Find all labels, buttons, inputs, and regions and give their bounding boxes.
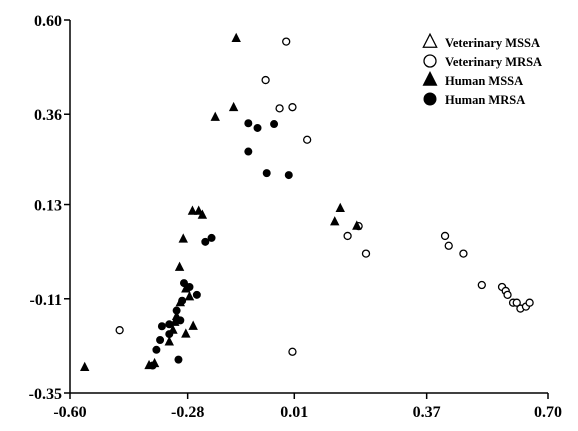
x-tick-label: -0.60 — [53, 404, 86, 421]
point-human-mssa — [178, 233, 188, 243]
point-veterinary-mrsa — [503, 290, 512, 299]
point-veterinary-mrsa — [477, 280, 486, 290]
legend: Veterinary MSSA Veterinary MRSA Human MSSA… — [422, 32, 542, 107]
point-veterinary-mrsa — [261, 75, 270, 85]
point-veterinary-mrsa — [275, 104, 284, 113]
x-tick-label: 0.01 — [280, 404, 308, 421]
point-veterinary-mrsa — [459, 249, 468, 258]
point-human-mssa — [352, 220, 362, 230]
point-veterinary-mrsa — [361, 249, 371, 258]
point-human-mssa — [231, 32, 241, 43]
legend-marker-veterinary-mrsa — [423, 54, 437, 68]
point-veterinary-mrsa — [512, 298, 521, 307]
point-human-mrsa — [244, 119, 253, 128]
y-tick-label: -0.35 — [29, 386, 62, 403]
legend-marker-human-mrsa — [423, 92, 437, 106]
y-tick-label: -0.11 — [30, 292, 62, 309]
point-human-mrsa — [192, 290, 201, 299]
y-tick-label: 0.13 — [34, 198, 62, 215]
y-tick-label: 0.36 — [34, 107, 62, 124]
point-human-mssa — [210, 111, 220, 121]
point-human-mrsa — [152, 345, 161, 354]
point-human-mssa — [187, 205, 198, 215]
point-veterinary-mrsa — [303, 135, 312, 144]
point-human-mrsa — [284, 171, 293, 180]
point-human-mrsa — [244, 147, 253, 156]
legend-label-veterinary-mrsa: Veterinary MRSA — [445, 55, 542, 69]
point-human-mrsa — [174, 355, 183, 364]
point-human-mrsa — [179, 279, 188, 288]
point-human-mssa — [80, 361, 90, 372]
legend-label-veterinary-mssa: Veterinary MSSA — [445, 36, 540, 50]
point-human-mrsa — [148, 361, 157, 370]
point-veterinary-mrsa — [525, 298, 534, 307]
point-human-mrsa — [185, 282, 194, 291]
point-human-mssa — [228, 101, 239, 112]
point-human-mssa — [335, 202, 345, 213]
point-human-mssa — [197, 209, 208, 219]
point-veterinary-mrsa — [288, 347, 297, 356]
point-human-mssa — [330, 216, 340, 226]
point-human-mrsa — [157, 322, 166, 331]
x-tick-label: 0.70 — [534, 404, 562, 421]
point-human-mrsa — [178, 296, 187, 305]
x-tick-label: 0.37 — [413, 404, 441, 421]
point-human-mssa — [164, 336, 174, 346]
point-veterinary-mrsa — [343, 231, 352, 241]
point-human-mssa — [193, 205, 204, 215]
legend-marker-human-mssa — [422, 71, 438, 86]
point-veterinary-mrsa — [440, 231, 450, 241]
point-human-mssa — [181, 328, 191, 338]
point-human-mssa — [184, 291, 195, 301]
point-human-mrsa — [201, 237, 210, 246]
point-human-mrsa — [207, 233, 216, 242]
point-human-mrsa — [172, 306, 181, 315]
point-human-mrsa — [176, 316, 185, 325]
point-human-mssa — [174, 261, 185, 271]
point-veterinary-mrsa — [282, 37, 291, 46]
point-human-mrsa — [165, 330, 174, 339]
point-human-mrsa — [262, 169, 271, 178]
legend-label-human-mrsa: Human MRSA — [445, 93, 525, 107]
axes: -0.60 -0.28 0.01 0.37 0.70 0.60 0.36 0.13 -0.11 -… — [29, 13, 562, 421]
x-tick-label: -0.28 — [171, 404, 204, 421]
point-human-mrsa — [165, 320, 174, 329]
point-veterinary-mrsa — [115, 326, 124, 335]
legend-label-human-mssa: Human MSSA — [445, 74, 523, 88]
data-points — [80, 32, 534, 372]
point-human-mssa — [188, 320, 198, 330]
y-tick-label: 0.60 — [34, 13, 62, 30]
point-human-mrsa — [270, 120, 279, 129]
point-veterinary-mrsa — [288, 103, 297, 112]
legend-marker-veterinary-mssa — [422, 32, 438, 48]
point-human-mrsa — [156, 335, 165, 344]
point-veterinary-mrsa — [444, 241, 453, 250]
point-human-mrsa — [253, 123, 262, 132]
